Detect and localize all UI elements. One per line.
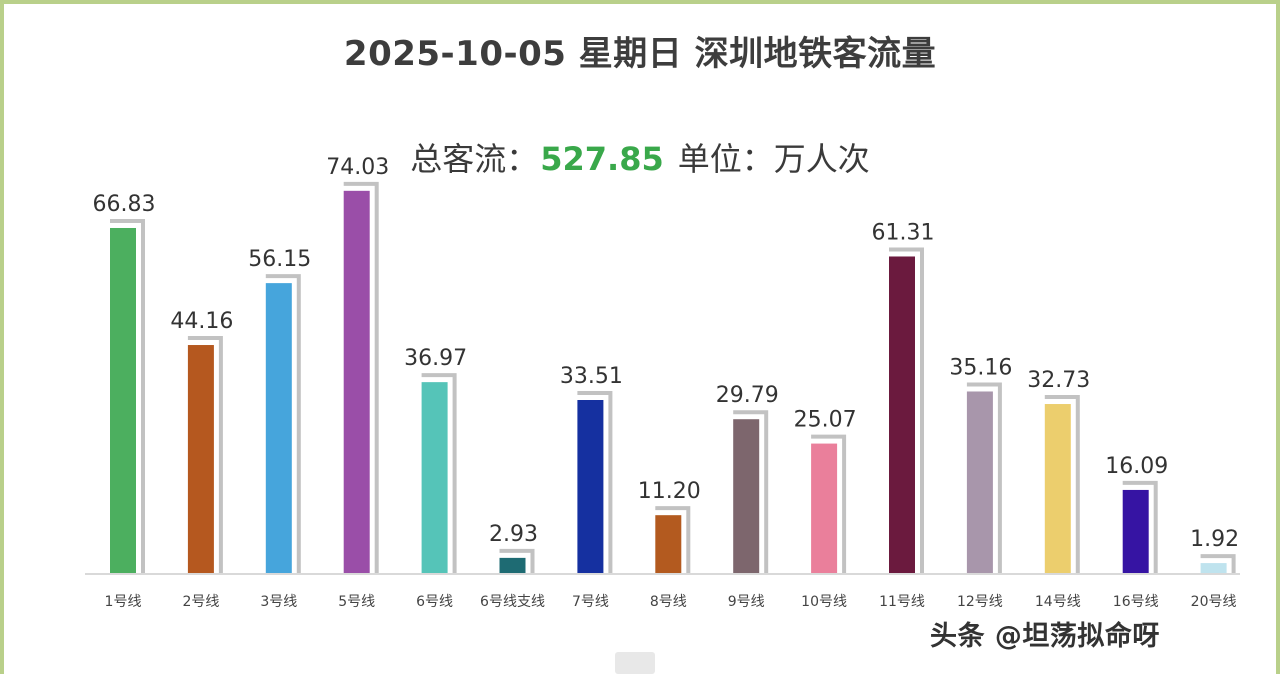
- bar: [1044, 404, 1071, 573]
- category-label: 9号线: [728, 594, 765, 610]
- total-value: 527.85: [540, 140, 664, 178]
- category-label: 5号线: [338, 594, 375, 610]
- category-label: 8号线: [650, 594, 687, 610]
- bar: [265, 283, 292, 573]
- bar-value-label: 35.16: [949, 355, 1012, 380]
- bar-value-label: 66.83: [93, 192, 156, 217]
- bar-shadow: [499, 548, 535, 573]
- bar-shadow: [733, 410, 769, 573]
- bar: [811, 443, 838, 573]
- bar: [110, 227, 136, 574]
- bar-shadow: [265, 274, 301, 573]
- bar: [966, 391, 993, 573]
- bar-shadow: [811, 434, 847, 573]
- bar: [577, 400, 604, 573]
- chart-title: 2025-10-05 星期日 深圳地铁客流量: [343, 34, 937, 74]
- bar-shadow: [421, 373, 457, 573]
- decorative-smudge: [615, 652, 655, 674]
- bar: [187, 345, 214, 573]
- unit-label: 单位：万人次: [677, 140, 870, 178]
- bar-value-label: 16.09: [1105, 454, 1168, 479]
- bar: [421, 382, 448, 573]
- category-label: 1号线: [105, 594, 142, 610]
- bar-value-label: 11.20: [638, 479, 701, 504]
- category-label: 2号线: [182, 594, 219, 610]
- bar-value-label: 2.93: [489, 522, 538, 547]
- category-label: 11号线: [879, 594, 925, 610]
- bar: [889, 256, 915, 573]
- category-label: 3号线: [260, 594, 297, 610]
- bar-value-label: 36.97: [404, 346, 467, 371]
- bar-shadow: [577, 391, 613, 573]
- bar: [499, 557, 526, 573]
- bar-value-label: 32.73: [1027, 368, 1090, 393]
- bar-shadow: [966, 382, 1002, 573]
- category-label: 7号线: [572, 594, 609, 610]
- bar: [733, 419, 760, 573]
- bar-value-label: 56.15: [248, 247, 311, 272]
- bar: [655, 515, 682, 573]
- category-label: 16号线: [1113, 594, 1159, 610]
- category-label: 6号线支线: [480, 594, 545, 610]
- bar-value-label: 44.16: [170, 309, 233, 334]
- bar-value-label: 25.07: [794, 408, 857, 433]
- bar-shadow: [187, 336, 223, 573]
- bar-value-label: 61.31: [872, 220, 935, 245]
- bar-shadow: [889, 247, 924, 573]
- watermark: 头条 @坦荡拟命呀: [930, 621, 1160, 652]
- category-label: 10号线: [801, 594, 847, 610]
- bar-shadow: [110, 218, 145, 573]
- bar-value-label: 33.51: [560, 364, 623, 389]
- total-prefix: 总客流：: [410, 140, 539, 178]
- bar: [1200, 563, 1227, 573]
- total-ridership-line: 总客流：527.85 单位：万人次: [0, 134, 1280, 180]
- category-label: 6号线: [416, 594, 453, 610]
- category-label: 20号线: [1191, 594, 1237, 610]
- category-label: 14号线: [1035, 594, 1081, 610]
- bar: [1122, 489, 1149, 573]
- bar-value-label: 1.92: [1190, 527, 1239, 552]
- bar-shadow: [1044, 395, 1080, 573]
- bar-shadow: [1122, 480, 1158, 573]
- bar-value-label: 74.03: [326, 155, 389, 180]
- bar-shadow: [343, 181, 379, 573]
- bar-shadow: [655, 506, 691, 573]
- bar-value-label: 29.79: [716, 383, 779, 408]
- bar-shadow: [1200, 554, 1236, 573]
- bar: [343, 190, 370, 573]
- category-label: 12号线: [957, 594, 1003, 610]
